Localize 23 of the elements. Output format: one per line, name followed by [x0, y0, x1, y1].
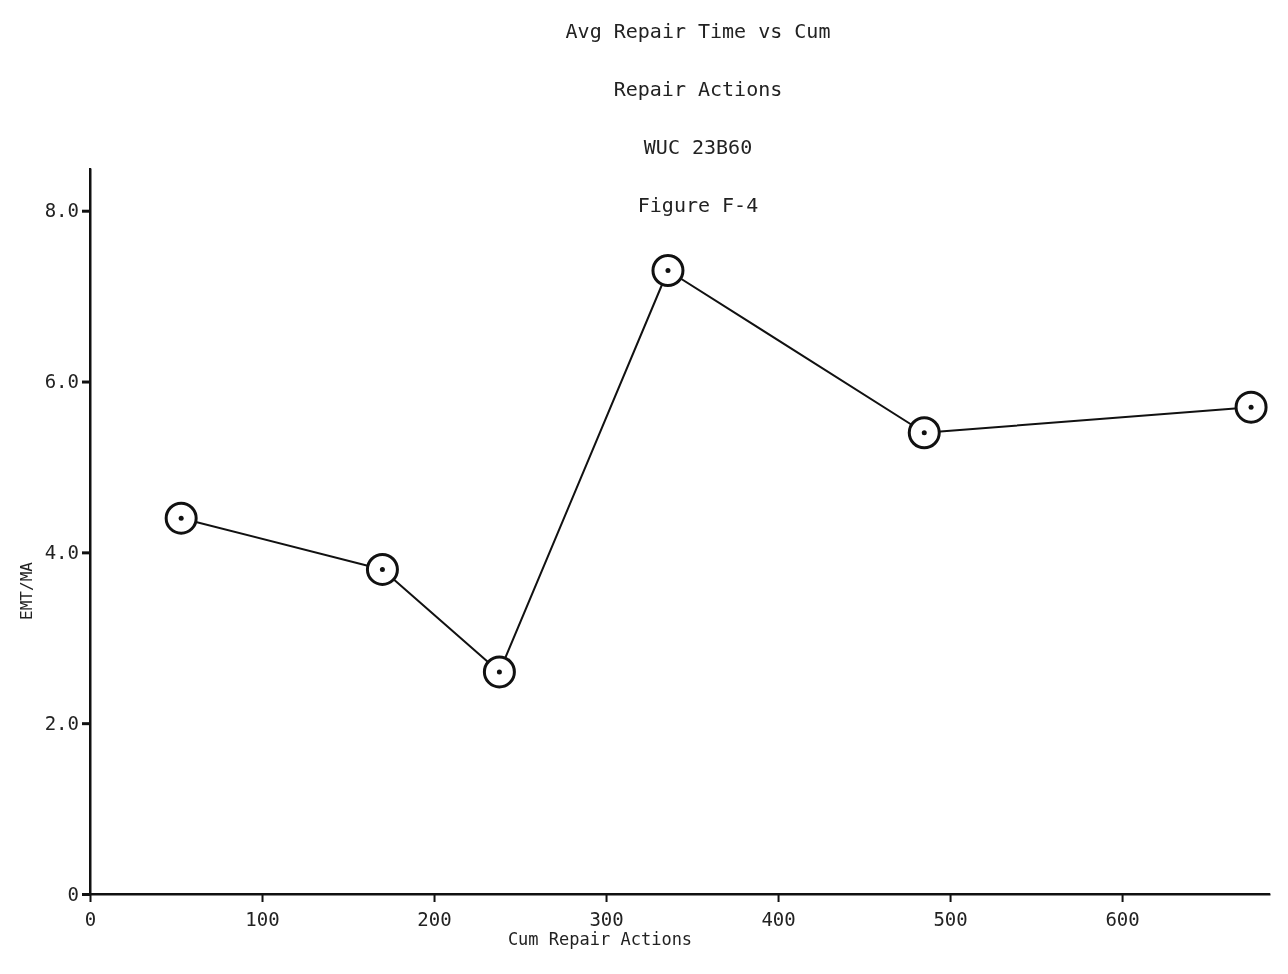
chart-title: Avg Repair Time vs Cum Repair Actions	[565, 19, 831, 101]
point	[907, 416, 941, 450]
x-tick-label: 200	[417, 907, 452, 930]
point	[651, 253, 685, 287]
x-tick-label: 300	[589, 907, 624, 930]
point	[164, 501, 198, 535]
y-axis-title: EMT/MA	[17, 561, 36, 620]
y-tick-label: 4.0	[44, 540, 79, 563]
point	[1234, 390, 1268, 424]
x-tick-label: 500	[933, 907, 968, 930]
y-tick-label: 8.0	[44, 199, 79, 222]
y-tick-label: 6.0	[44, 370, 79, 393]
x-tick-label: 600	[1105, 907, 1140, 930]
annotation: Figure F-4	[637, 193, 759, 217]
y-tick-label: 2.0	[44, 711, 79, 734]
x-tick-label: 400	[761, 907, 796, 930]
x-tick-label: 0	[84, 907, 97, 930]
x-tick-label: 100	[245, 907, 280, 930]
point	[365, 552, 399, 586]
x-axis-title: Cum Repair Actions	[507, 929, 693, 949]
point	[482, 655, 516, 689]
y-tick-label: 0	[67, 882, 79, 905]
chart-subtitle: WUC 23B60	[643, 135, 753, 159]
